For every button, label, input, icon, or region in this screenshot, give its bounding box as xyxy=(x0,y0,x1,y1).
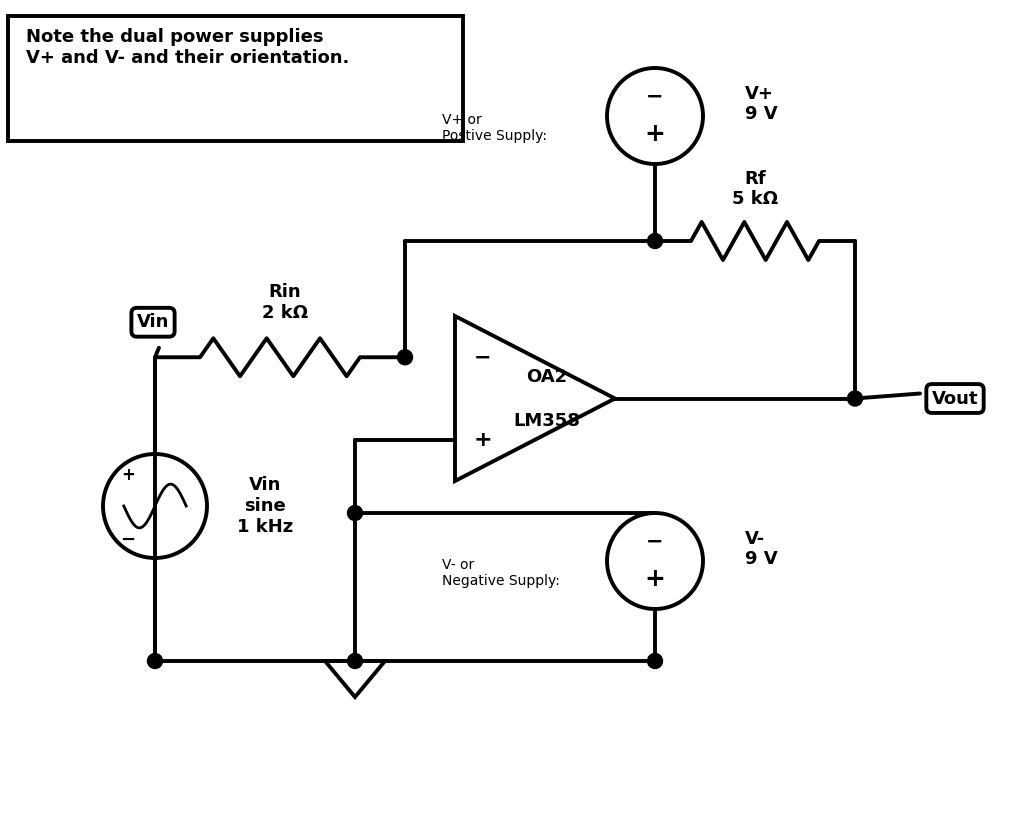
Text: +: + xyxy=(644,122,666,146)
Text: −: − xyxy=(474,348,492,367)
Text: −: − xyxy=(646,532,664,552)
FancyBboxPatch shape xyxy=(8,16,463,141)
Text: OA2: OA2 xyxy=(526,367,567,385)
Text: Rin
2 kΩ: Rin 2 kΩ xyxy=(262,283,308,322)
Text: −: − xyxy=(121,530,135,549)
Text: Note the dual power supplies
V+ and V- and their orientation.: Note the dual power supplies V+ and V- a… xyxy=(26,28,349,67)
Text: Vin: Vin xyxy=(137,313,169,331)
Text: V+
9 V: V+ 9 V xyxy=(745,85,777,123)
Text: −: − xyxy=(646,86,664,107)
Text: Vin
sine
1 kHz: Vin sine 1 kHz xyxy=(237,477,293,536)
Circle shape xyxy=(647,654,663,668)
Circle shape xyxy=(347,505,362,521)
Text: Vout: Vout xyxy=(932,389,978,407)
Text: Rf
5 kΩ: Rf 5 kΩ xyxy=(732,170,778,208)
Text: V+ or
Postive Supply:: V+ or Postive Supply: xyxy=(442,113,547,143)
Circle shape xyxy=(647,233,663,249)
Text: LM358: LM358 xyxy=(514,411,581,429)
Circle shape xyxy=(397,350,413,365)
Text: V-
9 V: V- 9 V xyxy=(745,530,777,569)
Text: +: + xyxy=(474,430,493,450)
Text: +: + xyxy=(644,567,666,592)
Text: +: + xyxy=(121,466,135,484)
Circle shape xyxy=(147,654,163,668)
Circle shape xyxy=(347,654,362,668)
Circle shape xyxy=(848,391,862,406)
Text: V- or
Negative Supply:: V- or Negative Supply: xyxy=(442,558,560,588)
